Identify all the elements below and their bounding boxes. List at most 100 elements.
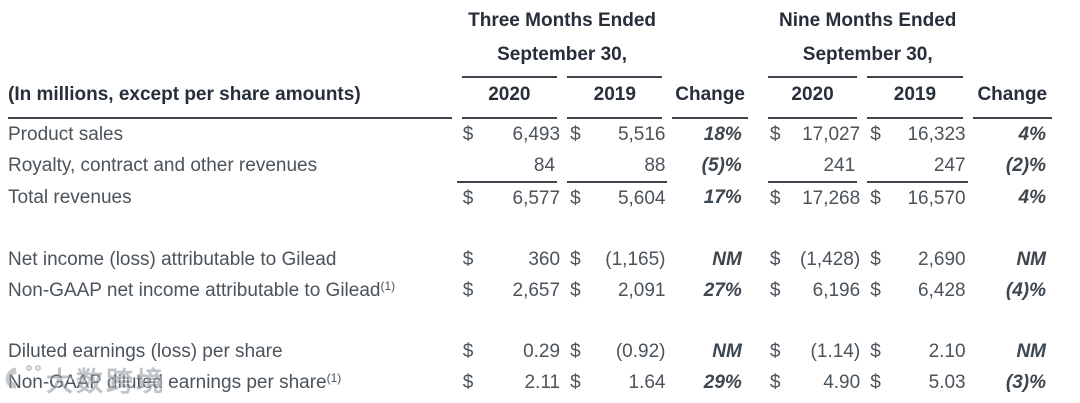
currency-symbol: $ <box>570 371 581 393</box>
currency-symbol: $ <box>570 123 581 145</box>
currency-symbol: $ <box>462 279 474 301</box>
value-cell: 6,493 <box>512 123 561 145</box>
value-cell: 5,516 <box>617 123 666 145</box>
value-cell: 241 <box>791 150 863 183</box>
change-cell: 18% <box>703 123 742 145</box>
table-row-non-gaap-diluted-eps: Non-GAAP diluted earnings per share(1) $… <box>8 367 1052 398</box>
value-cell: 360 <box>528 248 561 270</box>
row-label-text: Non-GAAP net income attributable to Gile… <box>8 279 381 301</box>
currency-symbol <box>557 150 593 183</box>
change-cell: NM <box>1016 340 1046 362</box>
value-cell: 16,323 <box>907 123 966 145</box>
spacer-cell <box>667 4 747 38</box>
currency-symbol: $ <box>769 371 781 393</box>
spacer-cell <box>748 275 768 306</box>
footnote-marker: (1) <box>380 278 396 293</box>
currency-symbol: $ <box>769 340 781 362</box>
currency-symbol: $ <box>570 187 581 209</box>
nine-months-group-title: Nine Months Ended <box>779 10 957 31</box>
currency-symbol: $ <box>570 248 581 270</box>
value-cell: (1,428) <box>799 248 861 270</box>
currency-symbol: $ <box>870 123 881 145</box>
currency-symbol: $ <box>769 123 781 145</box>
spacer-cell <box>748 150 768 182</box>
value-cell: 0.29 <box>523 340 561 362</box>
value-cell: 6,196 <box>812 279 861 301</box>
currency-symbol: $ <box>462 340 474 362</box>
change-cell: NM <box>1016 248 1046 270</box>
spacer-cell <box>8 4 457 38</box>
row-label: Non-GAAP diluted earnings per share(1) <box>8 367 457 398</box>
currency-symbol: $ <box>570 340 581 362</box>
spacer-cell <box>748 77 768 118</box>
spacer-cell <box>748 4 768 38</box>
change-cell: NM <box>712 340 742 362</box>
value-cell: 5,604 <box>617 187 666 209</box>
financial-results-table: Three Months Ended Nine Months Ended Sep… <box>8 4 1052 398</box>
table-row-royalty: Royalty, contract and other revenues 84 … <box>8 150 1052 183</box>
spacer-cell <box>667 38 747 77</box>
currency-symbol: $ <box>870 279 881 301</box>
nm-2019-column-header: 2019 <box>857 77 968 119</box>
spacer-cell <box>968 4 1052 38</box>
three-months-group-title: Three Months Ended <box>468 10 657 31</box>
spacer-cell <box>748 367 768 398</box>
table-row-total-revenues: Total revenues $ 6,577 $ 5,604 17% $ 17,… <box>8 182 1052 214</box>
row-label: Total revenues <box>8 187 132 208</box>
value-cell: 247 <box>892 150 968 183</box>
currency-symbol: $ <box>769 187 781 209</box>
column-header-row: (In millions, except per share amounts) … <box>8 77 1052 119</box>
row-label: Royalty, contract and other revenues <box>8 155 318 176</box>
group-title-row: Three Months Ended Nine Months Ended <box>8 4 1052 38</box>
value-cell: 2,091 <box>617 279 666 301</box>
row-label: Diluted earnings (loss) per share <box>8 340 283 362</box>
value-cell: 2,657 <box>512 279 561 301</box>
value-cell: 1.64 <box>628 371 666 393</box>
currency-symbol: $ <box>769 248 781 270</box>
currency-symbol: $ <box>462 371 474 393</box>
spacer-cell <box>748 182 768 214</box>
currency-symbol: $ <box>870 187 881 209</box>
value-cell: 2,690 <box>918 248 966 270</box>
value-cell: 84 <box>480 150 563 183</box>
row-label: Product sales <box>8 123 124 145</box>
row-label: Net income (loss) attributable to Gilead <box>8 248 337 270</box>
table-row-diluted-eps: Diluted earnings (loss) per share $ 0.29… <box>8 336 1052 367</box>
value-cell: 6,577 <box>512 187 561 209</box>
value-cell: 16,570 <box>907 187 966 209</box>
currency-symbol: $ <box>462 187 474 209</box>
currency-symbol: $ <box>462 123 474 145</box>
value-cell: 4.90 <box>823 371 861 393</box>
value-cell: (1,165) <box>605 248 666 270</box>
change-cell: 4% <box>1018 123 1046 145</box>
change-cell: (3)% <box>1005 371 1046 393</box>
nm-2020-column-header: 2020 <box>767 77 863 119</box>
currency-symbol <box>767 150 792 183</box>
value-cell: 2.11 <box>524 371 561 393</box>
nm-change-column-header: Change <box>962 77 1052 119</box>
change-cell: 27% <box>703 279 742 301</box>
nine-months-subtitle: September 30, <box>767 38 968 78</box>
table-row-product-sales: Product sales $ 6,493 $ 5,516 18% $ 17,0… <box>8 118 1052 150</box>
value-cell: 6,428 <box>918 279 966 301</box>
value-cell: 2.10 <box>928 340 966 362</box>
currency-symbol: $ <box>870 248 881 270</box>
value-cell: 88 <box>592 150 668 183</box>
tm-change-column-header: Change <box>662 77 748 119</box>
spacer-cell <box>8 38 457 77</box>
value-cell: (0.92) <box>615 340 666 362</box>
value-cell: 5.03 <box>928 371 966 393</box>
currency-symbol: $ <box>870 371 881 393</box>
row-label-column-header: (In millions, except per share amounts) <box>8 77 457 119</box>
group-subtitle-row: September 30, September 30, <box>8 38 1052 78</box>
value-cell: 17,027 <box>802 123 861 145</box>
currency-symbol: $ <box>870 340 881 362</box>
change-cell: NM <box>712 248 742 270</box>
currency-symbol: $ <box>462 248 474 270</box>
tm-2020-column-header: 2020 <box>451 77 563 119</box>
change-cell: 4% <box>1018 187 1046 208</box>
spacer-cell <box>968 38 1052 77</box>
table-row-non-gaap-net-income: Non-GAAP net income attributable to Gile… <box>8 275 1052 306</box>
spacer-row <box>8 306 1052 336</box>
